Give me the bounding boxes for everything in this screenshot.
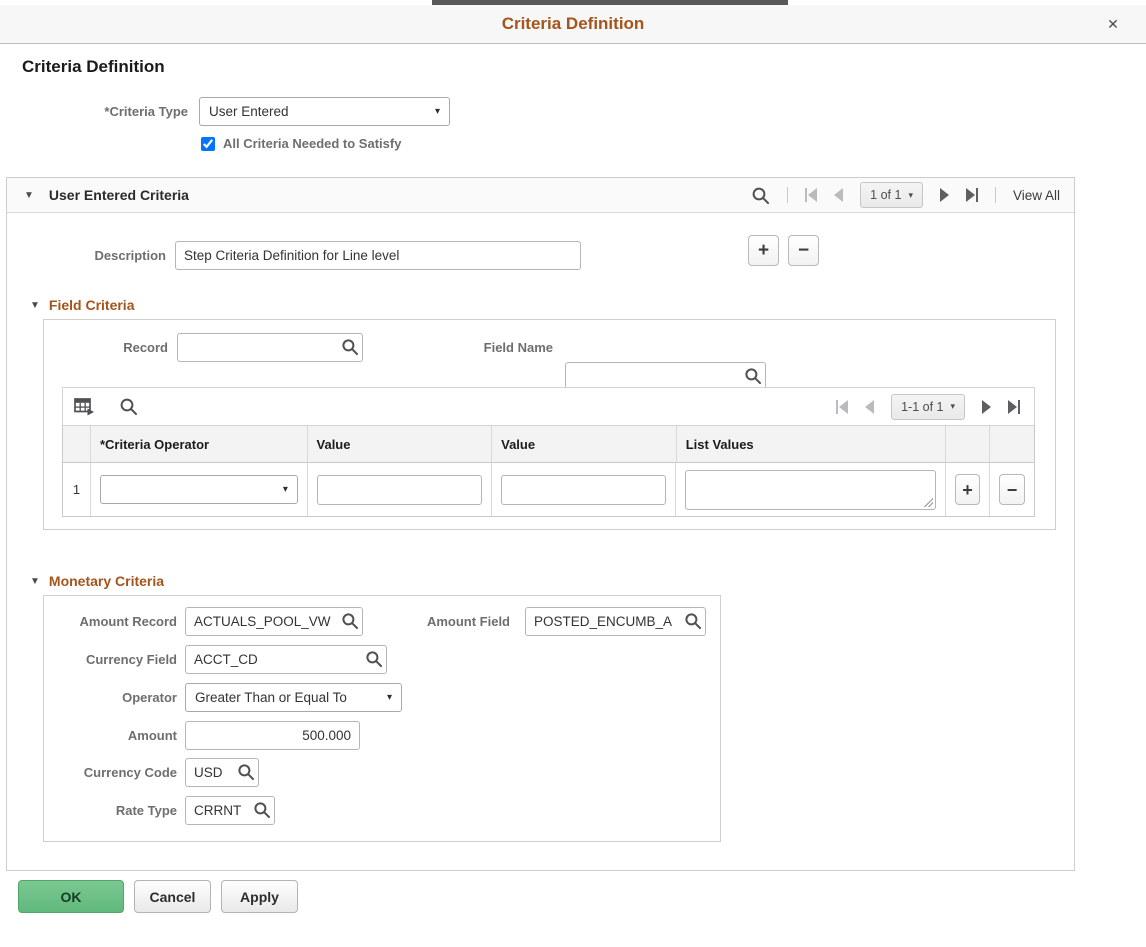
field-name-input[interactable]: [565, 362, 766, 391]
collapse-caret-icon[interactable]: ▼: [24, 189, 34, 201]
rate-type-label: Rate Type: [115, 803, 177, 818]
amount-input[interactable]: [185, 721, 360, 750]
grid-add-row-button[interactable]: +: [955, 474, 981, 505]
grid-next-page-icon[interactable]: [982, 399, 991, 414]
all-criteria-label: All Criteria Needed to Satisfy: [223, 136, 402, 151]
monetary-criteria-title: Monetary Criteria: [48, 573, 165, 589]
grid-last-page-icon[interactable]: [1008, 399, 1020, 414]
cancel-button[interactable]: Cancel: [134, 880, 211, 913]
amount-label: Amount: [127, 728, 177, 743]
first-page-icon[interactable]: [805, 188, 818, 202]
chevron-down-icon: ▾: [950, 401, 955, 411]
criteria-type-select[interactable]: User Entered ▾: [199, 97, 450, 126]
value1-input[interactable]: [316, 474, 482, 505]
page-counter: 1 of 1: [870, 188, 902, 202]
grid-options-icon[interactable]: [74, 397, 95, 416]
ok-button[interactable]: OK: [18, 880, 124, 913]
apply-button[interactable]: Apply: [221, 880, 298, 913]
grid-previous-page-icon[interactable]: [865, 399, 875, 414]
grid-toolbar: 1-1 of 1 ▾: [62, 387, 1035, 426]
operator-select[interactable]: Greater Than or Equal To ▾: [185, 683, 402, 712]
record-lookup-search-icon[interactable]: [340, 338, 359, 357]
background-page-remnant: [432, 0, 788, 5]
next-page-icon[interactable]: [939, 188, 949, 202]
page-title: Criteria Definition: [22, 57, 165, 76]
field-criteria-title: Field Criteria: [48, 297, 135, 313]
close-icon[interactable]: ✕: [1100, 11, 1126, 37]
criteria-operator-select[interactable]: ▾: [99, 475, 298, 504]
currency-code-lookup-search-icon[interactable]: [236, 763, 255, 782]
view-all-link[interactable]: View All: [1012, 187, 1060, 203]
value1-header: Value: [308, 426, 493, 462]
value2-header: Value: [492, 426, 677, 462]
row-number: 1: [63, 463, 91, 516]
table-row: 1 ▾: [63, 463, 1034, 516]
delete-row-button[interactable]: −: [788, 235, 819, 266]
field-name-label: Field Name: [483, 340, 553, 355]
row-number-header: [63, 426, 91, 462]
collapse-caret-icon[interactable]: ▼: [30, 299, 40, 311]
criteria-type-value: User Entered: [209, 104, 289, 119]
previous-page-icon[interactable]: [834, 188, 844, 202]
collapse-caret-icon[interactable]: ▼: [30, 575, 40, 587]
grid-page-counter: 1-1 of 1: [901, 399, 944, 414]
separator: [994, 187, 996, 203]
list-values-header: List Values: [677, 426, 947, 462]
section-title: User Entered Criteria: [48, 187, 189, 203]
operator-value: Greater Than or Equal To: [195, 690, 347, 705]
chevron-down-icon: ▾: [282, 484, 288, 495]
criteria-grid: 1-1 of 1 ▾ *Criteria Operator Value Valu…: [62, 387, 1035, 517]
page-counter-dropdown[interactable]: 1 of 1 ▾: [860, 182, 923, 208]
search-icon[interactable]: [751, 186, 770, 205]
criteria-type-label: *Criteria Type: [104, 104, 188, 119]
currency-code-label: Currency Code: [83, 765, 177, 780]
field-name-lookup-search-icon[interactable]: [743, 367, 762, 386]
monetary-criteria-box: Amount Record Amount Field Currency Fiel…: [43, 595, 721, 842]
grid-first-page-icon[interactable]: [836, 399, 849, 414]
grid-header-row: *Criteria Operator Value Value List Valu…: [63, 426, 1034, 463]
rate-type-input[interactable]: [185, 796, 275, 825]
description-label: Description: [94, 248, 166, 263]
last-page-icon[interactable]: [965, 188, 978, 202]
amount-record-label: Amount Record: [79, 614, 178, 629]
section-header-bar: ▼ User Entered Criteria 1 of 1 ▾ View Al…: [7, 178, 1074, 213]
criteria-operator-header: *Criteria Operator: [91, 426, 308, 462]
record-label: Record: [123, 340, 168, 355]
currency-field-input[interactable]: [185, 645, 387, 674]
chevron-down-icon: ▾: [434, 106, 440, 117]
all-criteria-checkbox[interactable]: [201, 136, 215, 151]
description-input[interactable]: [175, 241, 581, 270]
list-values-textarea[interactable]: [685, 469, 937, 510]
amount-record-lookup-search-icon[interactable]: [340, 612, 359, 631]
grid-delete-row-button[interactable]: −: [999, 474, 1026, 505]
chevron-down-icon: ▾: [386, 692, 392, 703]
amount-field-input[interactable]: [525, 607, 706, 636]
record-input[interactable]: [177, 333, 363, 362]
modal-header: Criteria Definition ✕: [0, 5, 1146, 44]
amount-record-input[interactable]: [185, 607, 363, 636]
currency-field-label: Currency Field: [85, 652, 177, 667]
grid-page-counter-dropdown[interactable]: 1-1 of 1 ▾: [891, 393, 965, 420]
chevron-down-icon: ▾: [908, 189, 913, 200]
user-entered-criteria-section: ▼ User Entered Criteria 1 of 1 ▾ View Al…: [6, 177, 1075, 871]
operator-label: Operator: [122, 690, 177, 705]
amount-field-label: Amount Field: [426, 614, 510, 629]
add-row-button[interactable]: +: [748, 235, 779, 266]
grid-search-icon[interactable]: [119, 397, 138, 416]
rate-type-lookup-search-icon[interactable]: [252, 801, 271, 820]
amount-field-lookup-search-icon[interactable]: [683, 612, 702, 631]
currency-field-lookup-search-icon[interactable]: [364, 650, 383, 669]
field-criteria-box: Record Field Name: [43, 319, 1056, 530]
modal-title: Criteria Definition: [501, 14, 645, 33]
currency-code-input[interactable]: [185, 758, 259, 787]
separator: [787, 187, 789, 203]
value2-input[interactable]: [500, 474, 667, 505]
